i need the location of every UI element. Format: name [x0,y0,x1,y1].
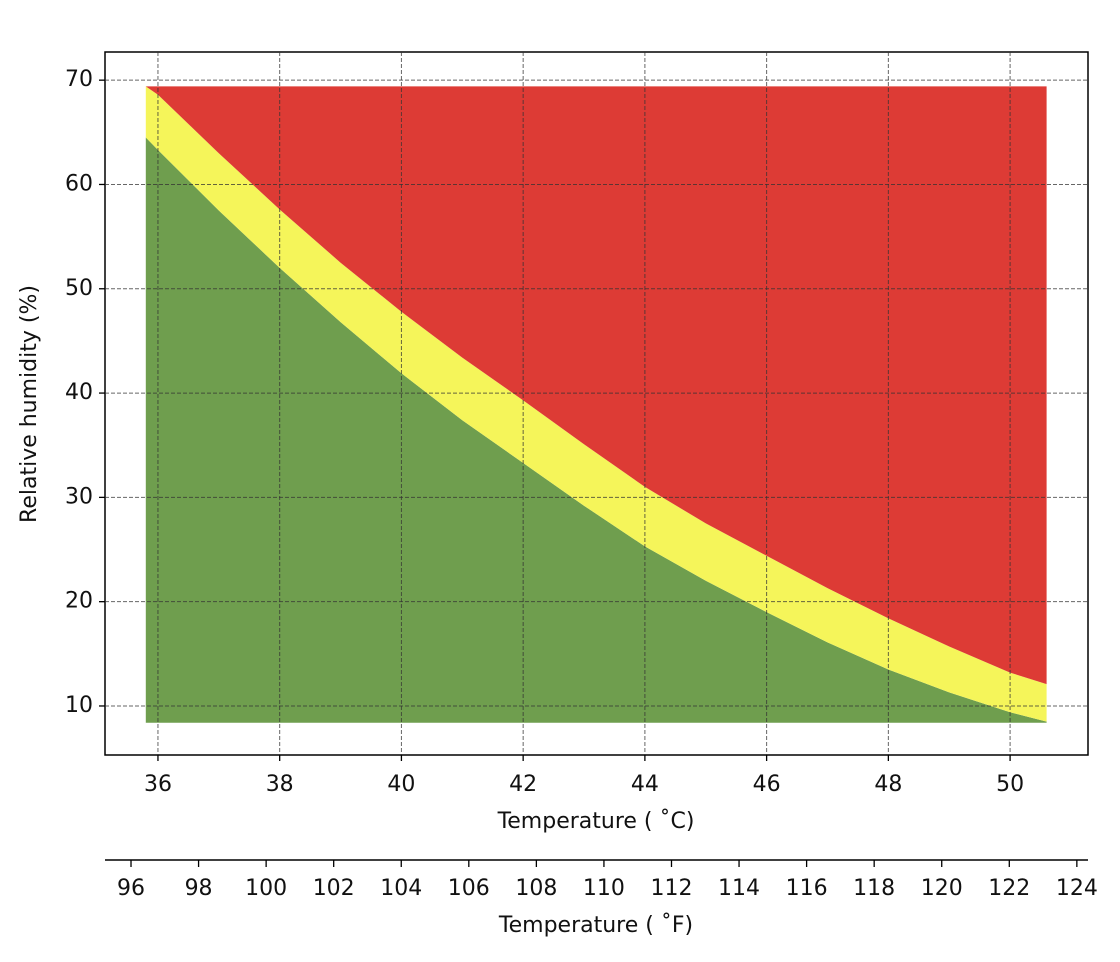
y-axis-label: Relative humidity (%) [17,285,42,523]
x-tick-label: 40 [387,772,415,797]
x-tick-label: 48 [874,772,902,797]
x2-tick-label: 104 [380,876,422,901]
x2-tick-label: 124 [1056,876,1098,901]
y-tick-label: 10 [65,693,93,718]
x2-tick-label: 116 [786,876,828,901]
x-tick-label: 36 [144,772,172,797]
x-tick-label: 46 [753,772,781,797]
area-band [145,86,1047,722]
area-band [145,137,1047,723]
x2-tick-label: 100 [245,876,287,901]
x-tick-label: 42 [509,772,537,797]
x2-tick-label: 118 [853,876,895,901]
y-tick-label: 30 [65,484,93,509]
y-tick-label: 40 [65,380,93,405]
x2-tick-label: 96 [117,876,145,901]
x2-tick-label: 122 [988,876,1030,901]
x-axis-label: Temperature ( ˚C) [497,809,695,834]
axes-frame [104,51,1089,756]
x2-tick-label: 110 [583,876,625,901]
x2-tick-label: 120 [921,876,963,901]
x2-tick-label: 108 [515,876,557,901]
x2-tick-label: 112 [650,876,692,901]
x2-tick-label: 114 [718,876,760,901]
x2-tick-label: 98 [185,876,213,901]
plot-area [145,86,1047,723]
area-band [145,86,1047,685]
x-tick-label: 44 [631,772,659,797]
x2-axis-label: Temperature ( ˚F) [498,913,693,938]
x-tick-label: 50 [996,772,1024,797]
y-tick-label: 20 [65,589,93,614]
y-tick-label: 70 [65,67,93,92]
x2-tick-label: 106 [448,876,490,901]
x2-tick-label: 102 [313,876,355,901]
x-tick-label: 38 [266,772,294,797]
y-tick-label: 50 [65,276,93,301]
y-tick-label: 60 [65,171,93,196]
